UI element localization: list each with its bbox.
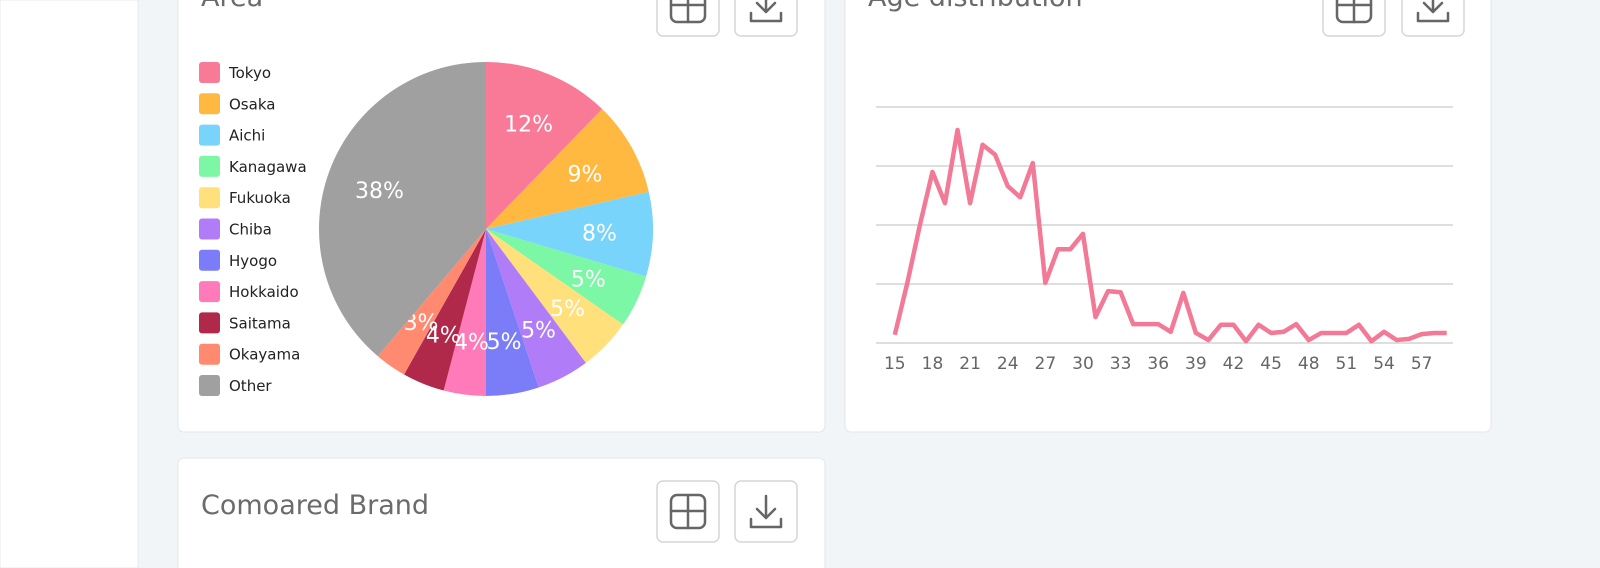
- legend-swatch: [199, 187, 220, 209]
- pie-slice: [486, 191, 653, 277]
- slice-label: 4%: [426, 323, 461, 348]
- button-frame: [734, 0, 798, 37]
- legend-swatch: [199, 343, 220, 365]
- download-button[interactable]: [1401, 0, 1465, 37]
- icon: [1416, 0, 1450, 23]
- pie-slice: [404, 229, 486, 391]
- slice-label: 4%: [454, 331, 489, 356]
- x-tick-label: 24: [997, 354, 1019, 374]
- slice-label: 5%: [521, 319, 556, 344]
- slice-label: 5%: [571, 267, 606, 292]
- slice-label: 38%: [355, 179, 404, 204]
- legend-swatch: [199, 124, 220, 146]
- legend-label: Fukuoka: [229, 189, 291, 207]
- x-tick-label: 36: [1147, 354, 1169, 374]
- sidebar: [0, 0, 139, 568]
- legend-swatch: [199, 62, 220, 83]
- slice-label: 8%: [582, 222, 617, 247]
- x-tick-label: 51: [1336, 354, 1358, 374]
- button-frame: [1401, 0, 1465, 37]
- download-button[interactable]: [734, 0, 798, 37]
- card-title: Age distribution: [868, 0, 1083, 13]
- slice-label: 9%: [567, 162, 602, 187]
- pie-slice: [486, 229, 647, 325]
- x-tick-label: 30: [1072, 354, 1094, 374]
- pie-slice: [486, 229, 623, 363]
- slice-label: 5%: [550, 297, 585, 322]
- pie-slice: [486, 229, 586, 388]
- legend-label: Other: [229, 377, 272, 395]
- card-title: Comoared Brand: [201, 490, 429, 521]
- x-tick-label: 42: [1223, 354, 1245, 374]
- legend-label: Kanagawa: [229, 158, 307, 176]
- table-button[interactable]: [656, 480, 720, 543]
- slice-label: 12%: [504, 113, 553, 138]
- legend-label: Okayama: [229, 346, 300, 364]
- x-tick-label: 21: [959, 354, 981, 374]
- legend-label: Tokyo: [228, 64, 271, 82]
- pie-slice: [318, 62, 486, 357]
- x-tick-label: 33: [1110, 354, 1132, 374]
- legend-label: Chiba: [229, 221, 272, 239]
- line: [892, 127, 1447, 344]
- download-button[interactable]: [734, 480, 798, 543]
- slice-label: 5%: [487, 330, 522, 355]
- pie-slice: [486, 109, 649, 229]
- card-title: Area: [201, 0, 263, 13]
- pie-slice: [377, 229, 486, 375]
- x-tick-label: 48: [1298, 354, 1320, 374]
- x-tick-label: 57: [1411, 354, 1433, 374]
- legend-swatch: [199, 312, 220, 334]
- table-button[interactable]: [1322, 0, 1386, 37]
- x-tick-label: 27: [1035, 354, 1057, 374]
- legend-label: Saitama: [229, 314, 291, 332]
- legend-label: Hokkaido: [229, 283, 299, 301]
- table-button[interactable]: [656, 0, 720, 37]
- icon: [1335, 0, 1373, 24]
- legend-swatch: [199, 218, 220, 240]
- icon: [669, 493, 707, 530]
- legend-swatch: [199, 93, 220, 115]
- legend-label: Aichi: [229, 127, 265, 145]
- legend-label: Hyogo: [229, 252, 277, 270]
- x-tick-label: 15: [884, 354, 906, 374]
- legend-swatch: [199, 375, 220, 396]
- card: [844, 0, 1492, 433]
- icon: [669, 0, 707, 24]
- legend-swatch: [199, 155, 220, 177]
- legend-swatch: [199, 281, 220, 303]
- x-tick-label: 54: [1373, 354, 1395, 374]
- x-tick-label: 39: [1185, 354, 1207, 374]
- icon: [749, 494, 783, 529]
- pie-slice: [443, 229, 486, 396]
- x-tick-label: 45: [1260, 354, 1282, 374]
- pie-slice: [486, 229, 539, 396]
- x-tick-label: 18: [922, 354, 944, 374]
- icon: [749, 0, 783, 23]
- legend-swatch: [199, 249, 220, 271]
- pie-slice: [486, 62, 603, 229]
- legend-label: Osaka: [229, 95, 275, 113]
